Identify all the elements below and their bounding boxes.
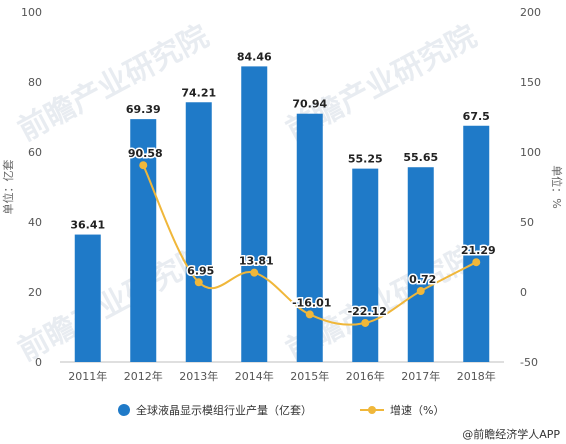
bar-data-label: 69.39 xyxy=(126,103,161,116)
y-axis-title: 单位：亿套 xyxy=(1,160,15,215)
y2-tick-label: 150 xyxy=(520,76,541,89)
y2-tick-label: 0 xyxy=(520,286,527,299)
bar-data-label: 36.41 xyxy=(70,219,105,232)
x-tick-label: 2011年 xyxy=(68,369,107,383)
y-tick-label: 80 xyxy=(28,76,42,89)
x-tick-label: 2018年 xyxy=(457,369,496,383)
line-point xyxy=(472,258,481,267)
axes: 0 20 40 60 80 100 -50 0 50 100 150 200 2011年 2012年 201… xyxy=(1,6,564,383)
bar xyxy=(407,167,434,362)
y-tick-label: 0 xyxy=(35,356,42,369)
source-credit: @前瞻经济学人APP xyxy=(462,427,560,441)
legend-bar-marker xyxy=(118,404,130,416)
bar xyxy=(241,66,268,362)
y2-tick-label: -50 xyxy=(520,356,538,369)
line-data-label: -16.01 xyxy=(292,296,331,309)
bar-data-label: 67.5 xyxy=(463,110,490,123)
line-data-label: 13.81 xyxy=(239,255,274,268)
x-tick-label: 2012年 xyxy=(124,369,163,383)
y-tick-label: 40 xyxy=(28,216,42,229)
y2-tick-label: 100 xyxy=(520,146,541,159)
y-tick-label: 100 xyxy=(21,6,42,19)
x-tick-label: 2015年 xyxy=(290,369,329,383)
bar-series: 36.41 69.39 74.21 84.46 70.94 55.25 55.65 67.5 xyxy=(70,50,490,363)
bar xyxy=(463,125,490,362)
bar xyxy=(130,119,157,362)
y-tick-label: 60 xyxy=(28,146,42,159)
bar-data-label: 70.94 xyxy=(292,98,327,111)
line-data-label: 90.58 xyxy=(128,147,163,160)
legend-line-dot xyxy=(368,406,376,414)
line-point xyxy=(305,310,314,319)
legend-line-label: 增速（%） xyxy=(390,403,444,417)
bar-data-label: 84.46 xyxy=(237,50,272,63)
line-data-label: 6.95 xyxy=(187,264,214,277)
line-point xyxy=(139,161,148,170)
y-tick-label: 20 xyxy=(28,286,42,299)
y2-tick-label: 50 xyxy=(520,216,534,229)
watermark-text: 前瞻产业研究院 xyxy=(13,19,215,148)
y2-tick-label: 200 xyxy=(520,6,541,19)
legend-bar-label: 全球液晶显示模组行业产量（亿套） xyxy=(136,403,312,417)
x-tick-label: 2016年 xyxy=(346,369,385,383)
line-point xyxy=(361,318,370,327)
bar xyxy=(74,234,101,362)
y2-axis-title: 单位：% xyxy=(550,165,564,208)
bar-data-label: 55.25 xyxy=(348,153,383,166)
line-point xyxy=(250,268,259,277)
line-data-label: 0.72 xyxy=(409,273,436,286)
bar xyxy=(185,102,212,362)
line-series: 90.58 6.95 13.81 -16.01 -22.12 0.72 21.29 xyxy=(126,146,497,327)
bar-data-label: 55.65 xyxy=(403,151,438,164)
footer: @前瞻经济学人APP xyxy=(462,427,560,441)
x-tick-label: 2013年 xyxy=(179,369,218,383)
line-point xyxy=(416,286,425,295)
line-point xyxy=(194,278,203,287)
watermark-text: 前瞻产业研究院 xyxy=(13,239,215,368)
legend: 全球液晶显示模组行业产量（亿套） 增速（%） xyxy=(118,403,444,417)
bar xyxy=(352,168,379,362)
x-tick-label: 2014年 xyxy=(235,369,274,383)
x-tick-label: 2017年 xyxy=(401,369,440,383)
line-data-label: -22.12 xyxy=(348,305,387,318)
line-data-label: 21.29 xyxy=(461,244,496,257)
bar xyxy=(296,113,323,363)
bar-data-label: 74.21 xyxy=(181,86,216,99)
